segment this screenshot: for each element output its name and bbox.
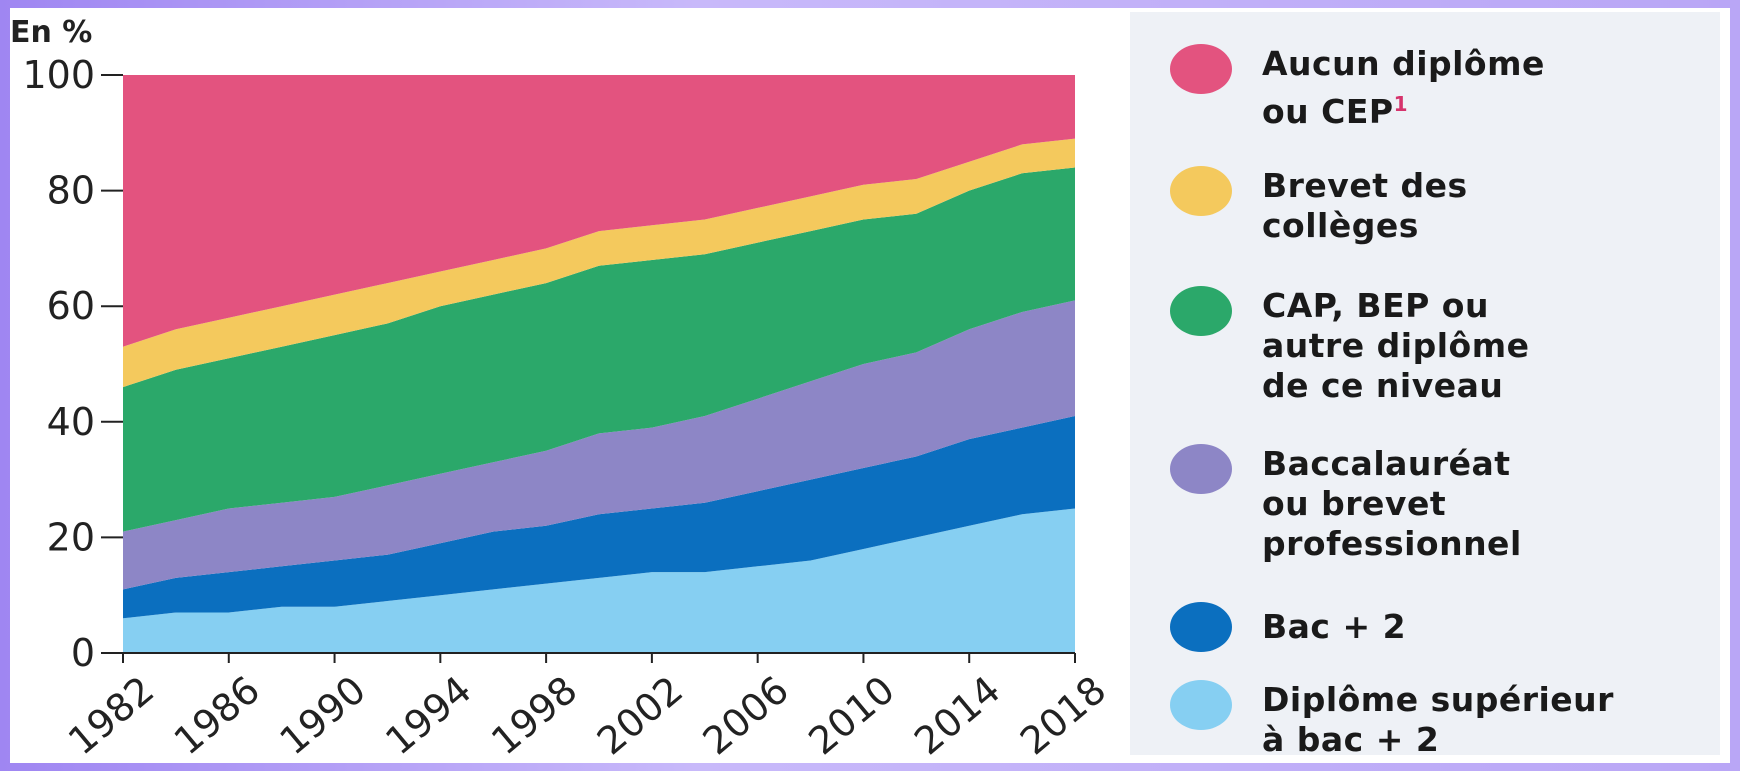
y-tick-label: 0 (71, 631, 95, 675)
legend-label-baccalaureat: Baccalauréat ou brevet professionnel (1262, 444, 1522, 563)
legend-label-bac-plus-2: Bac + 2 (1262, 607, 1407, 646)
legend-swatch-baccalaureat (1170, 444, 1232, 494)
unit-label: En % (10, 15, 92, 50)
x-tick-label: 1982 (60, 667, 162, 763)
legend-swatch-aucun-diplome (1170, 44, 1232, 94)
x-tick-label: 2002 (589, 667, 691, 763)
legend-item-cap-bep: CAP, BEP ou autre diplôme de ce niveau (1170, 286, 1530, 406)
legend-item-bac-plus-2: Bac + 2 (1170, 602, 1406, 652)
area-series-0 (123, 508, 1075, 653)
y-tick-label: 40 (47, 400, 95, 444)
legend-label-diplome-superieur: Diplôme supérieur à bac + 2 (1262, 680, 1614, 759)
y-tick-label: 80 (47, 169, 95, 213)
area-series-5 (123, 75, 1075, 347)
legend-swatch-bac-plus-2 (1170, 602, 1232, 652)
x-tick-label: 2006 (695, 667, 797, 763)
legend-swatch-brevet (1170, 166, 1232, 216)
x-tick-label: 2014 (906, 667, 1008, 763)
area-layers (123, 75, 1075, 653)
legend-label-brevet: Brevet des collèges (1262, 166, 1468, 245)
x-axis: 1982 1986 1990 1994 1998 2002 2006 2010 2014 2018 (60, 652, 1114, 763)
footnote-marker: 1 (1393, 92, 1409, 116)
legend-label-aucun-diplome: Aucun diplôme ou CEP (1262, 44, 1545, 131)
y-tick-label: 20 (47, 515, 95, 559)
legend-item-baccalaureat: Baccalauréat ou brevet professionnel (1170, 444, 1522, 564)
legend-item-brevet: Brevet des collèges (1170, 166, 1468, 246)
x-tick-label: 1990 (272, 667, 374, 763)
legend-swatch-diplome-superieur (1170, 680, 1232, 730)
legend-label-cap-bep: CAP, BEP ou autre diplôme de ce niveau (1262, 286, 1530, 405)
y-axis: 0 20 40 60 80 100 (22, 53, 123, 675)
x-tick-label: 2018 (1012, 667, 1114, 763)
area-series-3 (123, 167, 1075, 532)
y-tick-label: 60 (47, 284, 95, 328)
area-series-4 (123, 138, 1075, 388)
y-tick-label: 100 (22, 53, 95, 97)
x-tick-label: 1994 (377, 667, 479, 763)
legend-item-diplome-superieur: Diplôme supérieur à bac + 2 (1170, 680, 1614, 760)
x-tick-label: 1998 (483, 667, 585, 763)
x-tick-label: 2010 (800, 667, 902, 763)
legend-swatch-cap-bep (1170, 286, 1232, 336)
area-series-1 (123, 416, 1075, 619)
legend-item-aucun-diplome: Aucun diplôme ou CEP1 (1170, 44, 1545, 132)
x-tick-label: 1986 (166, 667, 268, 763)
